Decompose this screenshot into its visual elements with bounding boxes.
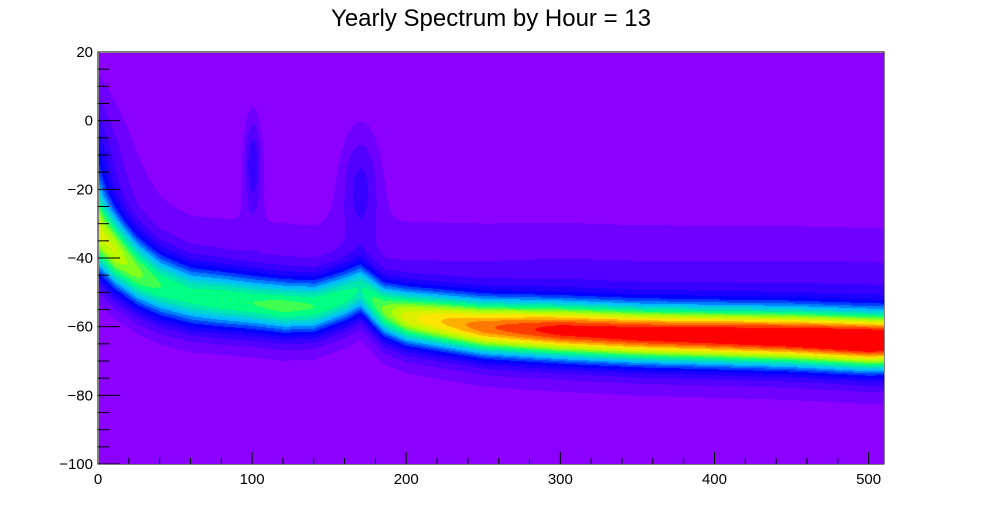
x-tick-label: 400 xyxy=(702,471,727,488)
x-tick-label: 300 xyxy=(548,471,573,488)
x-axis: 0 100 200 300 400 500 xyxy=(94,452,881,488)
x-tick-label: 200 xyxy=(394,471,419,488)
x-tick-label: 100 xyxy=(240,471,265,488)
chart-title: Yearly Spectrum by Hour = 13 xyxy=(331,5,651,32)
x-tick-label: 0 xyxy=(94,471,102,488)
y-tick-label: 0 xyxy=(85,113,93,130)
y-tick-label: 20 xyxy=(76,44,93,61)
y-tick-label: −40 xyxy=(68,250,93,267)
y-tick-label: −20 xyxy=(68,181,93,198)
y-axis: −100 −80 −60 −40 −20 0 20 xyxy=(59,44,120,473)
y-tick-label: −60 xyxy=(68,319,93,336)
plot-area xyxy=(97,51,885,465)
heatmap-image xyxy=(99,53,884,464)
y-tick-label: −80 xyxy=(68,387,93,404)
x-tick-label: 500 xyxy=(856,471,881,488)
y-tick-label: −100 xyxy=(59,456,93,473)
